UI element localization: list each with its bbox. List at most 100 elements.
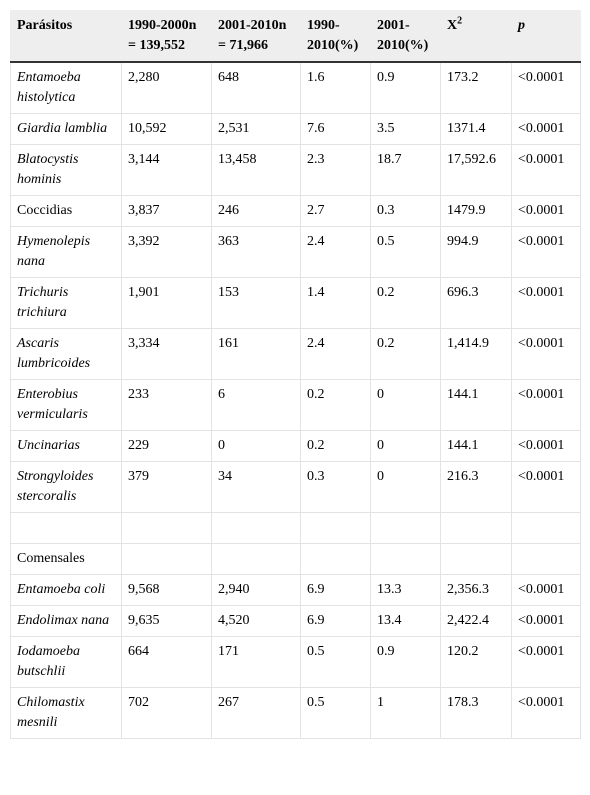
cell: 2.3 — [300, 144, 371, 196]
row-label: Hymenolepis nana — [10, 226, 122, 278]
header-cell: Parásitos — [10, 10, 122, 63]
table-row: Coccidias 3,837 246 2.7 0.3 1479.9 <0.0001 — [10, 195, 581, 227]
table-body: Entamoeba histolytica 2,280 648 1.6 0.9 173.2… — [10, 61, 581, 739]
cell: <0.0001 — [511, 461, 581, 513]
row-label: Strongyloides stercoralis — [10, 461, 122, 513]
row-label: Entamoeba coli — [10, 574, 122, 606]
cell: 13,458 — [211, 144, 301, 196]
table-row: Iodamoeba butschlii 664 171 0.5 0.9 120.2 <0.0… — [10, 636, 581, 688]
cell: <0.0001 — [511, 636, 581, 688]
cell: 13.3 — [370, 574, 441, 606]
cell: 0 — [370, 430, 441, 462]
empty-cell — [211, 543, 301, 575]
cell: 0.3 — [300, 461, 371, 513]
cell: 10,592 — [121, 113, 212, 145]
cell: 1 — [370, 687, 441, 739]
empty-cell — [121, 512, 212, 544]
cell: 2,422.4 — [440, 605, 512, 637]
cell: 3.5 — [370, 113, 441, 145]
cell: 0 — [370, 379, 441, 431]
header-cell: 1990-2010(%) — [300, 10, 371, 63]
row-label: Ascaris lumbricoides — [10, 328, 122, 380]
cell: <0.0001 — [511, 277, 581, 329]
cell: 6.9 — [300, 574, 371, 606]
cell: 1.4 — [300, 277, 371, 329]
cell: 3,144 — [121, 144, 212, 196]
cell: <0.0001 — [511, 574, 581, 606]
table-header: Parásitos 1990-2000n = 139,552 2001-2010n … — [10, 10, 581, 63]
cell: 2.7 — [300, 195, 371, 227]
empty-cell — [121, 543, 212, 575]
row-label: Chilomastix mesnili — [10, 687, 122, 739]
cell: 0.2 — [370, 328, 441, 380]
cell: <0.0001 — [511, 328, 581, 380]
header-row: Parásitos 1990-2000n = 139,552 2001-2010n … — [10, 10, 581, 63]
table-row: Entamoeba coli 9,568 2,940 6.9 13.3 2,356.3 <0… — [10, 574, 581, 606]
empty-cell — [370, 512, 441, 544]
cell: 267 — [211, 687, 301, 739]
cell: 171 — [211, 636, 301, 688]
empty-cell — [511, 512, 581, 544]
empty-cell — [300, 543, 371, 575]
header-sup: 2 — [457, 15, 463, 27]
cell: 0 — [211, 430, 301, 462]
cell: 664 — [121, 636, 212, 688]
cell: 17,592.6 — [440, 144, 512, 196]
header-cell: X2 — [440, 10, 512, 63]
empty-cell — [370, 543, 441, 575]
table-row: Chilomastix mesnili 702 267 0.5 1 178.3 <0.000… — [10, 687, 581, 739]
cell: 13.4 — [370, 605, 441, 637]
table-row: Endolimax nana 9,635 4,520 6.9 13.4 2,422.4 <0… — [10, 605, 581, 637]
empty-cell — [300, 512, 371, 544]
cell: 0.2 — [300, 379, 371, 431]
cell: 9,635 — [121, 605, 212, 637]
cell: 1371.4 — [440, 113, 512, 145]
cell: <0.0001 — [511, 687, 581, 739]
spacer-row — [10, 512, 581, 544]
row-label: Blatocystis hominis — [10, 144, 122, 196]
cell: 363 — [211, 226, 301, 278]
cell: 2.4 — [300, 226, 371, 278]
cell: 0.9 — [370, 636, 441, 688]
cell: 3,392 — [121, 226, 212, 278]
table-row: Blatocystis hominis 3,144 13,458 2.3 18.7 17,… — [10, 144, 581, 196]
empty-cell — [511, 543, 581, 575]
data-table: Parásitos 1990-2000n = 139,552 2001-2010n … — [10, 10, 581, 739]
empty-cell — [211, 512, 301, 544]
row-label: Trichuris trichiura — [10, 277, 122, 329]
cell: 696.3 — [440, 277, 512, 329]
cell: 0.2 — [370, 277, 441, 329]
cell: 0.5 — [370, 226, 441, 278]
cell: 379 — [121, 461, 212, 513]
header-text: X — [447, 18, 458, 33]
cell: 2.4 — [300, 328, 371, 380]
row-label: Enterobius vermicularis — [10, 379, 122, 431]
cell: <0.0001 — [511, 144, 581, 196]
cell: 0.9 — [370, 61, 441, 114]
cell: 178.3 — [440, 687, 512, 739]
table-row: Enterobius vermicularis 233 6 0.2 0 144.1 <0.0… — [10, 379, 581, 431]
cell: 6 — [211, 379, 301, 431]
cell: <0.0001 — [511, 113, 581, 145]
cell: 144.1 — [440, 430, 512, 462]
empty-cell — [10, 512, 122, 544]
cell: 153 — [211, 277, 301, 329]
cell: 1.6 — [300, 61, 371, 114]
table-row: Trichuris trichiura 1,901 153 1.4 0.2 696.3 <0… — [10, 277, 581, 329]
cell: 2,531 — [211, 113, 301, 145]
row-label: Entamoeba histolytica — [10, 61, 122, 114]
cell: 702 — [121, 687, 212, 739]
cell: 229 — [121, 430, 212, 462]
cell: 2,356.3 — [440, 574, 512, 606]
cell: 144.1 — [440, 379, 512, 431]
table-row: Ascaris lumbricoides 3,334 161 2.4 0.2 1,414.… — [10, 328, 581, 380]
cell: 3,334 — [121, 328, 212, 380]
cell: 0.2 — [300, 430, 371, 462]
row-label: Giardia lamblia — [10, 113, 122, 145]
cell: 9,568 — [121, 574, 212, 606]
cell: 0 — [370, 461, 441, 513]
cell: <0.0001 — [511, 195, 581, 227]
cell: 3,837 — [121, 195, 212, 227]
empty-cell — [440, 512, 512, 544]
cell: 0.5 — [300, 636, 371, 688]
